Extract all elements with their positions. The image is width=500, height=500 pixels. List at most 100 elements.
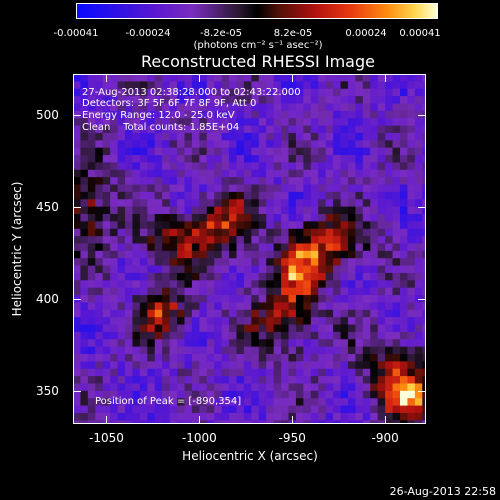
heatmap-cell [273, 221, 282, 230]
heatmap-cell [310, 317, 319, 326]
heatmap-cell [125, 420, 134, 424]
heatmap-cell [95, 140, 104, 149]
heatmap-cell [236, 287, 245, 296]
heatmap-cell [229, 324, 238, 333]
heatmap-cell [266, 184, 275, 193]
heatmap-cell [147, 324, 156, 333]
y-tick-label: 350 [36, 383, 59, 398]
heatmap-cell [221, 309, 230, 318]
heatmap-cell [80, 420, 89, 424]
heatmap-cell [333, 376, 342, 385]
heatmap-cell [184, 398, 193, 407]
heatmap-cell [377, 184, 386, 193]
heatmap-cell [407, 272, 416, 281]
heatmap-cell [362, 317, 371, 326]
heatmap-cell [355, 206, 364, 215]
heatmap-cell [221, 118, 230, 127]
heatmap-cell [414, 309, 423, 318]
heatmap-cell [370, 376, 379, 385]
heatmap-cell [110, 390, 119, 399]
heatmap-cell [377, 368, 386, 377]
heatmap-cell [251, 162, 260, 171]
heatmap-cell [362, 169, 371, 178]
heatmap-cell [385, 140, 394, 149]
heatmap-cell [310, 147, 319, 156]
heatmap-cell [333, 361, 342, 370]
heatmap-cell [325, 265, 334, 274]
heatmap-cell [229, 405, 238, 414]
heatmap-cell [125, 132, 134, 141]
heatmap-cell [251, 147, 260, 156]
heatmap-cell [177, 110, 186, 119]
heatmap-cell [236, 147, 245, 156]
heatmap-cell [303, 302, 312, 311]
heatmap-cell [184, 354, 193, 362]
heatmap-cell [399, 295, 409, 304]
heatmap-cell [422, 390, 426, 399]
heatmap-cell [169, 272, 178, 281]
colorbar-tick-label: 0.00041 [399, 28, 441, 39]
heatmap-cell [73, 302, 82, 311]
heatmap-cell [221, 250, 230, 259]
heatmap-cell [422, 162, 426, 171]
heatmap-cell [221, 88, 230, 97]
heatmap-cell [132, 169, 141, 178]
heatmap-cell [206, 346, 215, 355]
heatmap-cell [355, 162, 364, 171]
heatmap-cell [362, 155, 371, 164]
heatmap-cell [87, 258, 96, 267]
heatmap-cell [318, 331, 327, 340]
colorbar-tick-label: -0.00024 [125, 28, 171, 39]
heatmap-cell [295, 155, 304, 164]
heatmap-cell [214, 206, 223, 215]
heatmap-cell [303, 199, 312, 208]
heatmap-cell [243, 74, 252, 82]
heatmap-cell [303, 354, 312, 362]
heatmap-cell [266, 191, 275, 200]
heatmap-cell [80, 155, 89, 164]
heatmap-cell [288, 295, 297, 304]
heatmap-cell [154, 191, 163, 200]
heatmap-cell [102, 250, 111, 259]
heatmap-cell [95, 169, 104, 178]
heatmap-cell [236, 317, 245, 326]
heatmap-cell [399, 118, 409, 127]
heatmap-cell [370, 361, 379, 370]
heatmap-cell [95, 132, 104, 141]
heatmap-cell [117, 272, 126, 281]
heatmap-cell [310, 110, 319, 119]
heatmap-cell [347, 81, 356, 90]
heatmap-cell [333, 412, 342, 421]
heatmap-cell [399, 199, 409, 208]
heatmap-cell [407, 398, 416, 407]
heatmap-cell [125, 258, 134, 267]
heatmap-cell [281, 110, 290, 119]
heatmap-cell [407, 354, 416, 362]
heatmap-cell [399, 250, 409, 259]
heatmap-cell [169, 228, 178, 237]
heatmap-cell [125, 96, 134, 105]
heatmap-cell [325, 81, 334, 90]
heatmap-cell [399, 243, 409, 252]
heatmap-cell [362, 125, 371, 134]
heatmap-cell [266, 214, 275, 222]
heatmap-cell [229, 287, 238, 296]
heatmap-cell [303, 228, 312, 237]
heatmap-cell [281, 118, 290, 127]
heatmap-cell [392, 368, 401, 377]
heatmap-cell [125, 184, 134, 193]
heatmap-cell [422, 88, 426, 97]
heatmap-cell [273, 383, 282, 392]
heatmap-cell [251, 272, 260, 281]
heatmap-cell [251, 383, 260, 392]
heatmap-cell [73, 162, 82, 171]
heatmap-cell [147, 96, 156, 105]
heatmap-cell [139, 140, 148, 149]
heatmap-cell [392, 118, 401, 127]
heatmap-cell [139, 177, 148, 186]
heatmap-cell [162, 96, 171, 105]
heatmap-cell [399, 390, 409, 399]
heatmap-cell [355, 140, 364, 149]
heatmap-cell [80, 191, 89, 200]
heatmap-cell [392, 287, 401, 296]
